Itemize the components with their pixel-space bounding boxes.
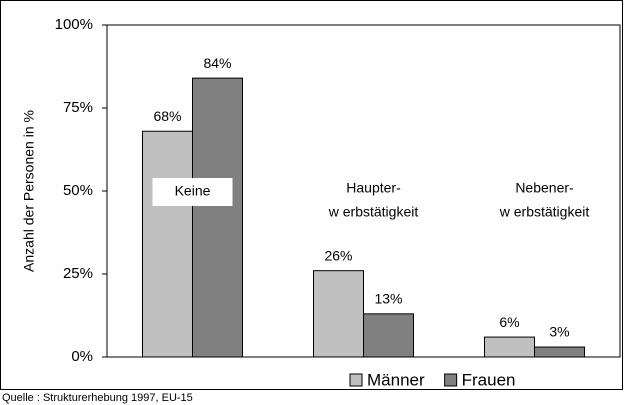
category-label: w erbstätigkeit xyxy=(328,204,419,220)
source: Quelle : Strukturerhebung 1997, EU-15 xyxy=(2,392,193,404)
y-tick-label: 0% xyxy=(71,348,93,365)
category-box xyxy=(152,178,233,206)
category-label: Nebener- xyxy=(515,180,574,196)
category-label: Haupter- xyxy=(346,180,401,196)
bar xyxy=(192,77,243,358)
y-tick-label: 50% xyxy=(63,182,93,199)
y-tick-label: 25% xyxy=(63,265,93,282)
legend-swatch xyxy=(444,373,458,387)
bar xyxy=(142,130,193,358)
legend-swatch xyxy=(349,373,363,387)
bar xyxy=(484,336,535,358)
category-label: Keine xyxy=(175,183,211,199)
bar xyxy=(313,270,364,358)
y-tick-label: 75% xyxy=(63,99,93,116)
value-label: 3% xyxy=(549,324,569,340)
bar xyxy=(363,313,414,358)
frame xyxy=(0,0,623,390)
value-label: 13% xyxy=(374,291,402,307)
legend-label: Männer xyxy=(367,370,425,389)
value-label: 26% xyxy=(324,247,352,263)
y-tick-label: 100% xyxy=(55,16,93,33)
bar xyxy=(534,346,585,358)
category-label: w erbstätigkeit xyxy=(499,204,590,220)
value-label: 68% xyxy=(153,108,181,124)
y-axis-label: Anzahl der Personen in % xyxy=(21,110,37,272)
value-label: 6% xyxy=(499,314,519,330)
legend-label: Frauen xyxy=(462,370,516,389)
value-label: 84% xyxy=(203,55,231,71)
